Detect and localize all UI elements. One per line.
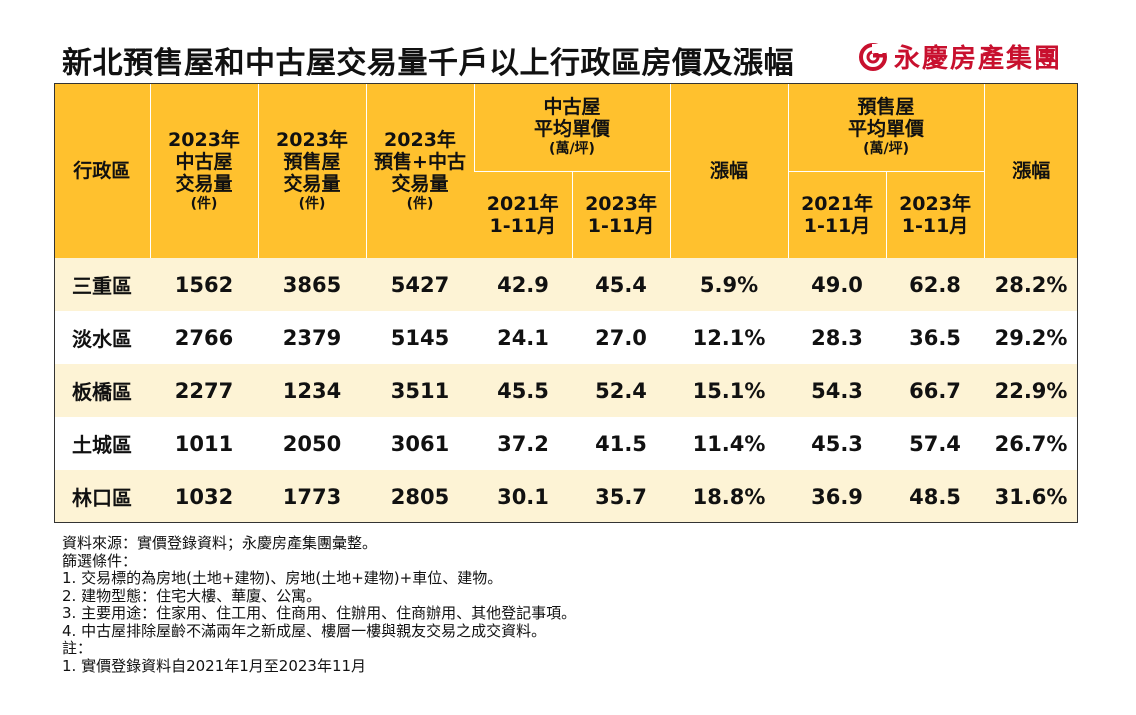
cell-presale-2023: 3865 <box>258 258 366 311</box>
cell-presale-growth: 28.2% <box>984 258 1079 311</box>
cell-used-growth: 12.1% <box>670 311 789 364</box>
header-district: 行政區 <box>54 83 150 258</box>
note-filter-1: 1. 交易標的為房地(土地+建物)、房地(土地+建物)+車位、建物。 <box>62 569 503 587</box>
cell-used-2023: 2766 <box>150 311 258 364</box>
cell-used-2023: 2277 <box>150 364 258 417</box>
cell-used-2021-price: 45.5 <box>474 364 572 417</box>
header-presale-2021: 2021年 1-11月 <box>787 171 887 258</box>
table-row: 土城區 1011 2050 3061 37.2 41.5 11.4% 45.3 57.4 26.7… <box>54 417 1079 470</box>
cell-used-2023: 1032 <box>150 470 258 523</box>
cell-presale-2023: 1234 <box>258 364 366 417</box>
cell-district: 淡水區 <box>54 311 150 364</box>
cell-presale-2023-price: 62.8 <box>886 258 985 311</box>
cell-used-growth: 18.8% <box>670 470 789 523</box>
cell-presale-2021-price: 54.3 <box>788 364 887 417</box>
price-table: 行政區 2023年 中古屋 交易量 (件) 2023年 預售屋 交易量 (件) … <box>54 83 1079 523</box>
cell-total-2023: 3061 <box>366 417 474 470</box>
cell-used-2023-price: 35.7 <box>572 470 671 523</box>
cell-used-growth: 15.1% <box>670 364 789 417</box>
cell-district: 土城區 <box>54 417 150 470</box>
note-filter-4: 4. 中古屋排除屋齡不滿兩年之新成屋、樓層一樓與親友交易之成交資料。 <box>62 621 547 640</box>
table-row: 板橋區 2277 1234 3511 45.5 52.4 15.1% 54.3 66.7 22.9… <box>54 364 1079 417</box>
chart-title: 新北預售屋和中古屋交易量千戶以上行政區房價及漲幅 <box>62 46 794 81</box>
cell-presale-growth: 26.7% <box>984 417 1079 470</box>
header-presale-avg-price: 預售屋 平均單價 (萬/坪) <box>787 83 985 172</box>
cell-total-2023: 3511 <box>366 364 474 417</box>
cell-used-growth: 5.9% <box>670 258 789 311</box>
cell-presale-2023-price: 66.7 <box>886 364 985 417</box>
notes: 資料來源：實價登錄資料；永慶房產集團彙整。 篩選條件： 1. 交易標的為房地(土… <box>62 534 577 675</box>
cell-used-2023-price: 27.0 <box>572 311 671 364</box>
note-filter-heading: 篩選條件： <box>62 551 138 570</box>
table-row: 三重區 1562 3865 5427 42.9 45.4 5.9% 49.0 62.8 28.2% <box>54 258 1079 311</box>
note-source: 資料來源：實價登錄資料；永慶房產集團彙整。 <box>62 534 378 552</box>
cell-total-2023: 5145 <box>366 311 474 364</box>
cell-used-2023-price: 41.5 <box>572 417 671 470</box>
header-2023-used-volume: 2023年 中古屋 交易量 (件) <box>149 83 258 258</box>
cell-presale-2023-price: 57.4 <box>886 417 985 470</box>
cell-district: 板橋區 <box>54 364 150 417</box>
cell-used-2021-price: 24.1 <box>474 311 572 364</box>
cell-used-2021-price: 37.2 <box>474 417 572 470</box>
brand-logo-icon <box>859 42 887 71</box>
note-filter-2: 2. 建物型態：住宅大樓、華廈、公寓。 <box>62 586 322 605</box>
cell-presale-2023-price: 36.5 <box>886 311 985 364</box>
cell-used-growth: 11.4% <box>670 417 789 470</box>
cell-presale-2023: 2050 <box>258 417 366 470</box>
brand: 永慶房產集團 <box>858 38 1062 75</box>
header-2023-presale-volume: 2023年 預售屋 交易量 (件) <box>257 83 366 258</box>
header-used-avg-price: 中古屋 平均單價 (萬/坪) <box>473 83 671 172</box>
cell-total-2023: 2805 <box>366 470 474 523</box>
note-remark-heading: 註： <box>62 639 93 657</box>
header-presale-2023: 2023年 1-11月 <box>885 171 985 258</box>
cell-used-2023: 1562 <box>150 258 258 311</box>
cell-used-2021-price: 30.1 <box>474 470 572 523</box>
cell-presale-2021-price: 45.3 <box>788 417 887 470</box>
header-used-growth: 漲幅 <box>669 83 789 258</box>
header-used-2021: 2021年 1-11月 <box>474 171 572 258</box>
cell-presale-2023: 2379 <box>258 311 366 364</box>
cell-presale-growth: 31.6% <box>984 470 1079 523</box>
cell-presale-2023: 1773 <box>258 470 366 523</box>
brand-name: 永慶房產集團 <box>894 44 1063 74</box>
note-remark-1: 1. 實價登錄資料自2021年1月至2023年11月 <box>62 656 367 675</box>
table-row: 淡水區 2766 2379 5145 24.1 27.0 12.1% 28.3 36.5 29.2… <box>54 311 1079 364</box>
cell-presale-2021-price: 28.3 <box>788 311 887 364</box>
cell-presale-growth: 22.9% <box>984 364 1079 417</box>
cell-district: 三重區 <box>54 258 150 311</box>
cell-presale-2021-price: 49.0 <box>788 258 887 311</box>
cell-used-2021-price: 42.9 <box>474 258 572 311</box>
note-filter-3: 3. 主要用途：住家用、住工用、住商用、住辦用、住商辦用、其他登記事項。 <box>62 604 577 622</box>
cell-total-2023: 5427 <box>366 258 474 311</box>
header-2023-total-volume: 2023年 預售+中古 交易量 (件) <box>365 83 474 258</box>
header-presale-growth: 漲幅 <box>983 83 1079 258</box>
cell-district: 林口區 <box>54 470 150 523</box>
table-row: 林口區 1032 1773 2805 30.1 35.7 18.8% 36.9 48.5 31.6… <box>54 470 1079 523</box>
table-body: 三重區 1562 3865 5427 42.9 45.4 5.9% 49.0 62.8 28.2%… <box>54 258 1079 523</box>
cell-presale-growth: 29.2% <box>984 311 1079 364</box>
cell-presale-2023-price: 48.5 <box>886 470 985 523</box>
cell-presale-2021-price: 36.9 <box>788 470 887 523</box>
header-used-2023: 2023年 1-11月 <box>571 171 671 258</box>
cell-used-2023: 1011 <box>150 417 258 470</box>
cell-used-2023-price: 45.4 <box>572 258 671 311</box>
cell-used-2023-price: 52.4 <box>572 364 671 417</box>
